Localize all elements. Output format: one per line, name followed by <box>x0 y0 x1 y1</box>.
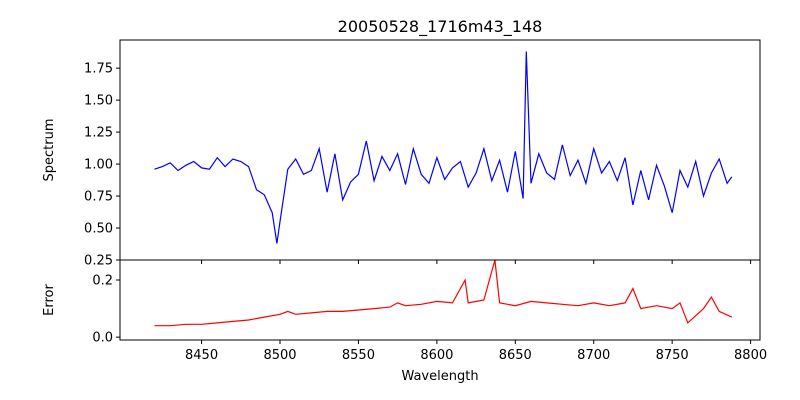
error-xtick-label: 8650 <box>499 348 532 363</box>
spectrum-ytick-label: 0.25 <box>84 254 113 269</box>
error-xtick-label: 8500 <box>263 348 296 363</box>
error-xtick-label: 8550 <box>342 348 375 363</box>
spectrum-ytick-label: 0.50 <box>84 222 113 237</box>
spectrum-ytick-label: 0.75 <box>84 190 113 205</box>
chart-title: 20050528_1716m43_148 <box>338 17 543 37</box>
spectrum-ytick-label: 1.25 <box>84 126 113 141</box>
x-axis-label: Wavelength <box>401 369 478 384</box>
error-xtick-label: 8600 <box>420 348 453 363</box>
error-series-line <box>154 259 733 327</box>
spectrum-ylabel: Spectrum <box>42 119 57 182</box>
spectrum-series-line <box>154 51 733 244</box>
spectrum-panel: 0.25 0.50 0.75 1.00 1.25 1.50 1.75 Spectrum <box>42 39 761 269</box>
spectrum-ytick-label: 1.75 <box>84 62 113 77</box>
spectrum-ytick-label: 1.00 <box>84 158 113 173</box>
error-xtick-label: 8750 <box>656 348 689 363</box>
error-xtick-label: 8700 <box>577 348 610 363</box>
spectrum-axis: 0.25 0.50 0.75 1.00 1.25 1.50 1.75 <box>84 62 752 269</box>
spectrum-ytick-label: 1.50 <box>84 94 113 109</box>
error-frame <box>119 259 761 341</box>
error-xtick-label: 8800 <box>734 348 767 363</box>
error-ytick-label: 0.2 <box>92 274 113 289</box>
error-ytick-label: 0.0 <box>92 331 113 346</box>
error-xtick-label: 8450 <box>185 348 218 363</box>
error-axis: 0.0 0.2 8450 8500 8550 8600 8650 8700 8750 8800 <box>92 274 767 364</box>
error-ylabel: Error <box>42 284 57 316</box>
spectrum-frame <box>119 39 761 261</box>
error-panel: 0.0 0.2 8450 8500 8550 8600 8650 8700 8750 8800 E… <box>42 259 767 384</box>
